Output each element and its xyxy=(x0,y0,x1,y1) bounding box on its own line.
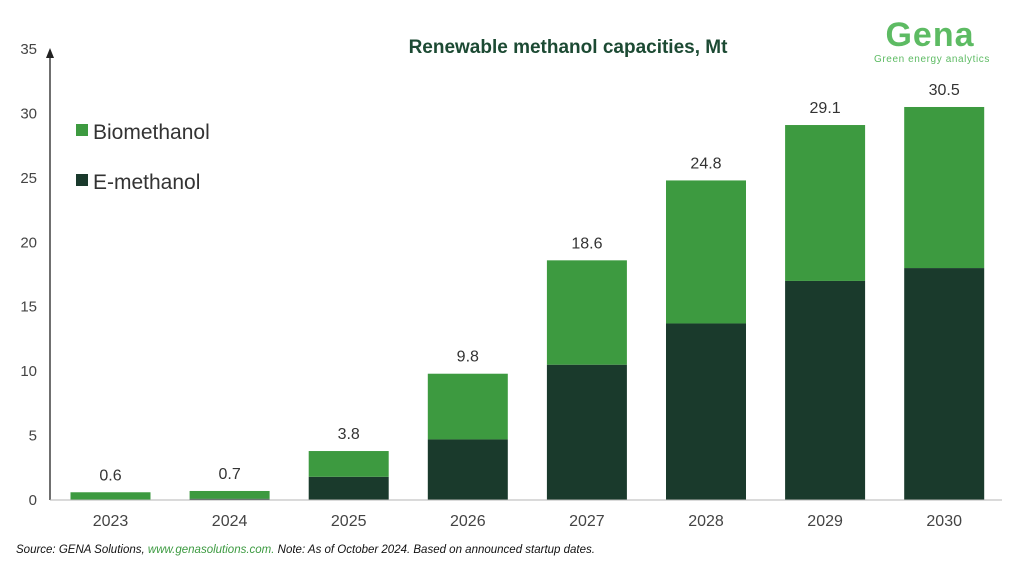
y-tick-label: 0 xyxy=(29,492,37,509)
y-axis-arrow xyxy=(46,48,54,58)
legend: Biomethanol E-methanol xyxy=(76,121,210,194)
x-axis: 2023 2024 2025 2026 2027 2028 2029 2030 xyxy=(50,499,1002,530)
source-note-text: Note: As of October 2024. Based on annou… xyxy=(274,544,595,556)
bar-biomethanol-2029 xyxy=(785,125,866,281)
bar-e-methanol-2030 xyxy=(904,268,985,500)
bar-biomethanol-2026 xyxy=(427,373,508,440)
bar-biomethanol-2030 xyxy=(904,106,985,269)
bar-biomethanol-2025 xyxy=(308,451,389,477)
y-tick-label: 35 xyxy=(20,41,37,58)
x-tick-label-2027: 2027 xyxy=(569,513,605,530)
logo-tagline: Green energy analytics xyxy=(874,54,990,65)
source-note: Source: GENA Solutions, www.genasolution… xyxy=(16,544,595,556)
y-tick-label: 10 xyxy=(20,363,37,380)
bar-e-methanol-2029 xyxy=(785,280,866,500)
y-tick-label: 20 xyxy=(20,234,37,251)
total-label-2026: 9.8 xyxy=(457,349,479,366)
legend-swatch-e-methanol xyxy=(76,174,88,186)
x-tick-label-2030: 2030 xyxy=(926,513,962,530)
legend-label-e-methanol: E-methanol xyxy=(93,171,200,194)
bar-e-methanol-2028 xyxy=(666,323,746,500)
bar-biomethanol-2028 xyxy=(666,180,746,324)
x-tick-label-2026: 2026 xyxy=(450,513,486,530)
bar-e-methanol-2027 xyxy=(546,364,627,500)
legend-swatch-biomethanol xyxy=(76,124,88,136)
total-label-2027: 18.6 xyxy=(571,235,602,252)
y-tick-label: 15 xyxy=(20,299,37,316)
source-link[interactable]: www.genasolutions.com. xyxy=(147,544,275,556)
x-tick-label-2025: 2025 xyxy=(331,513,367,530)
bar-biomethanol-2024 xyxy=(189,490,270,499)
y-tick-label: 25 xyxy=(20,170,37,187)
total-label-2023: 0.6 xyxy=(99,467,121,484)
total-label-2025: 3.8 xyxy=(338,426,360,443)
bar-e-methanol-2024 xyxy=(189,498,270,500)
total-label-2030: 30.5 xyxy=(929,82,960,99)
bar-biomethanol-2027 xyxy=(546,260,627,365)
bar-biomethanol-2023 xyxy=(70,492,151,500)
y-tick-label: 30 xyxy=(20,105,37,122)
bars: 0.6 0.7 3.8 9.8 18.6 24.8 29.1 30.5 xyxy=(70,82,985,500)
y-tick-label: 5 xyxy=(29,428,37,445)
chart-title: Renewable methanol capacities, Mt xyxy=(409,37,729,58)
total-label-2024: 0.7 xyxy=(218,466,240,483)
logo-wordmark: Gena xyxy=(885,16,974,54)
x-tick-label-2028: 2028 xyxy=(688,513,724,530)
x-tick-label-2023: 2023 xyxy=(93,513,129,530)
total-label-2029: 29.1 xyxy=(810,100,841,117)
x-tick-label-2024: 2024 xyxy=(212,513,248,530)
bar-e-methanol-2025 xyxy=(308,476,389,500)
legend-label-biomethanol: Biomethanol xyxy=(93,121,210,144)
bar-e-methanol-2026 xyxy=(427,439,508,500)
y-axis: 0 5 10 15 20 25 30 35 xyxy=(20,41,54,509)
gena-logo: Gena Green energy analytics xyxy=(874,16,990,65)
x-tick-label-2029: 2029 xyxy=(807,513,843,530)
total-label-2028: 24.8 xyxy=(690,155,721,172)
source-prefix: Source: GENA Solutions, xyxy=(16,544,148,556)
